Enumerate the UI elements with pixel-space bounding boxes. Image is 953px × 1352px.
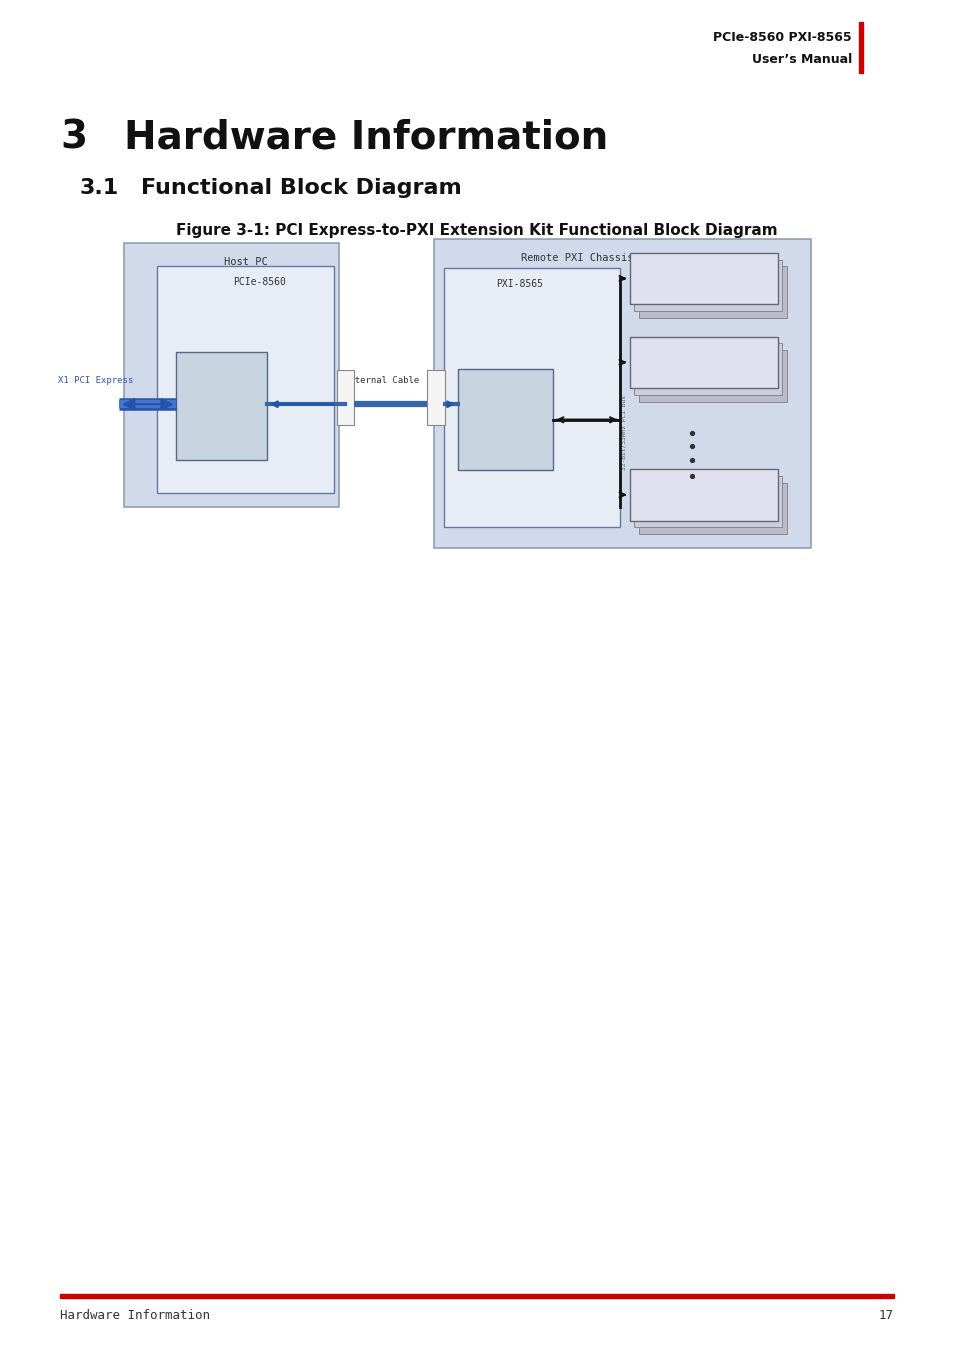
Text: PCI Slot: PCI Slot (683, 274, 722, 283)
Bar (634, 260, 781, 311)
Bar (124, 243, 338, 507)
Text: Functional Block Diagram: Functional Block Diagram (141, 178, 461, 199)
Text: PXI-8565: PXI-8565 (496, 279, 542, 288)
Bar (336, 370, 354, 425)
Text: 17: 17 (878, 1309, 893, 1322)
Text: Figure 3-1: PCI Express-to-PXI Extension Kit Functional Block Diagram: Figure 3-1: PCI Express-to-PXI Extension… (176, 223, 777, 238)
Text: External Cable: External Cable (344, 376, 418, 385)
Bar (443, 268, 619, 527)
Bar (427, 370, 444, 425)
Bar (639, 266, 786, 318)
Bar (157, 266, 334, 493)
Text: 3.1: 3.1 (79, 178, 118, 199)
Text: Remote PXI Chassis: Remote PXI Chassis (520, 253, 633, 262)
Text: 32-Bit/33MHz PCI Bus: 32-Bit/33MHz PCI Bus (620, 395, 626, 470)
Bar (639, 483, 786, 534)
Bar (629, 253, 777, 304)
Bar (60, 1294, 893, 1298)
Bar (634, 343, 781, 395)
Text: Hardware Information: Hardware Information (124, 119, 608, 157)
Text: PCI Express-to: PCI Express-to (473, 403, 537, 412)
Bar (629, 337, 777, 388)
Text: Signal: Signal (206, 391, 237, 399)
Bar (457, 369, 553, 470)
Text: Equalizer: Equalizer (197, 418, 246, 426)
Bar (629, 469, 777, 521)
Bar (176, 352, 267, 460)
Text: PCI Bridge: PCI Bridge (482, 430, 528, 439)
Text: Host PC: Host PC (224, 257, 268, 266)
Bar (639, 350, 786, 402)
Text: PCIe-8560 PXI-8565: PCIe-8560 PXI-8565 (713, 31, 851, 45)
Bar (434, 239, 810, 548)
Text: Hardware Information: Hardware Information (60, 1309, 210, 1322)
Text: X1 PCI Express: X1 PCI Express (58, 376, 132, 385)
Bar (634, 476, 781, 527)
Bar (858, 22, 862, 73)
Text: PCI Slot: PCI Slot (683, 358, 722, 366)
Text: PCIe-8560: PCIe-8560 (233, 277, 286, 287)
Text: User’s Manual: User’s Manual (751, 53, 851, 66)
Text: PCI Slot: PCI Slot (683, 491, 722, 499)
Text: 3: 3 (60, 119, 87, 157)
